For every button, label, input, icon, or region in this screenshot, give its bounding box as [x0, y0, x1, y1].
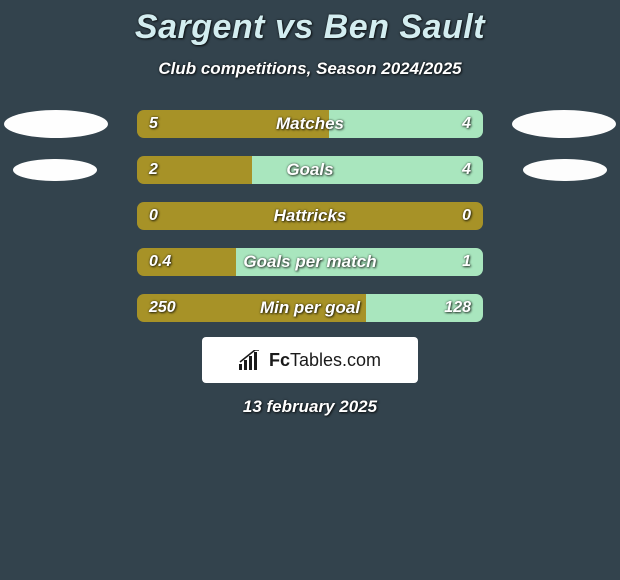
stat-bar: 0.41Goals per match: [137, 248, 483, 276]
player1-avatar: [0, 153, 110, 187]
stat-row: 00Hattricks: [0, 199, 620, 233]
player1-avatar: [0, 245, 110, 279]
player2-avatar: [510, 153, 620, 187]
stat-label: Hattricks: [137, 202, 483, 230]
stat-row: 24Goals: [0, 153, 620, 187]
bar-chart-icon: [239, 350, 263, 370]
player1-avatar: [0, 291, 110, 325]
stat-label: Matches: [137, 110, 483, 138]
stat-label: Goals: [137, 156, 483, 184]
stat-row: 250128Min per goal: [0, 291, 620, 325]
stat-bar: 54Matches: [137, 110, 483, 138]
stat-bar: 00Hattricks: [137, 202, 483, 230]
player2-avatar: [510, 107, 620, 141]
player2-avatar: [510, 199, 620, 233]
player2-avatar: [510, 291, 620, 325]
stat-bar: 250128Min per goal: [137, 294, 483, 322]
stat-bar: 24Goals: [137, 156, 483, 184]
player1-avatar: [0, 199, 110, 233]
page-title: Sargent vs Ben Sault: [0, 0, 620, 47]
comparison-bars: 54Matches 24Goals 00Hattricks 0.41Goals per…: [0, 107, 620, 325]
stat-row: 54Matches: [0, 107, 620, 141]
player1-name: Sargent: [135, 8, 265, 46]
date-label: 13 february 2025: [0, 397, 620, 417]
stat-row: 0.41Goals per match: [0, 245, 620, 279]
player2-name: Ben Sault: [324, 8, 485, 46]
subtitle: Club competitions, Season 2024/2025: [0, 59, 620, 79]
stat-label: Goals per match: [137, 248, 483, 276]
logo-text: FcTables.com: [269, 350, 381, 371]
player1-avatar: [0, 107, 110, 141]
stat-label: Min per goal: [137, 294, 483, 322]
vs-separator: vs: [275, 8, 314, 46]
player2-avatar: [510, 245, 620, 279]
fctables-logo[interactable]: FcTables.com: [202, 337, 418, 383]
